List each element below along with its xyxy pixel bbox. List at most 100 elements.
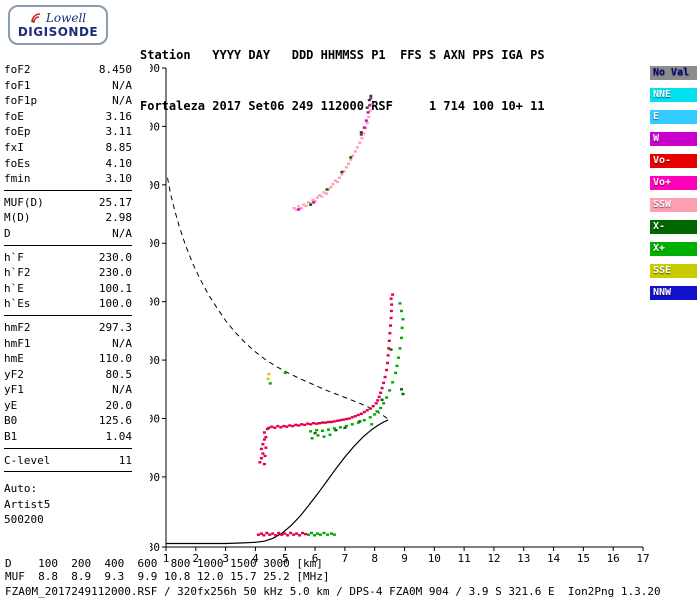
digisonde-logo: Lowell DIGISONDE [8, 5, 108, 45]
y-tick-label: 80 [150, 541, 160, 554]
param-label: B1 [4, 430, 18, 444]
y-tick-label: 400 [150, 354, 160, 367]
param-label: fmin [4, 172, 31, 186]
legend-item-vo: Vo+ [650, 176, 697, 190]
param-value: N/A [112, 226, 132, 240]
trace-second-hop-x-echoes [309, 94, 373, 206]
profile-dashed-line [167, 177, 389, 421]
param-row-ye: yE 20.0 [4, 398, 132, 414]
param-label: Auto: [4, 482, 38, 496]
param-row-h-f2: h`F2 230.0 [4, 265, 132, 281]
param-row-h-f: h`F 230.0 [4, 250, 132, 266]
param-value: 110.0 [98, 352, 132, 366]
trace-f2-oblique-echoes [313, 348, 405, 435]
param-label: 500200 [4, 513, 44, 527]
param-row-muf-d: MUF(D) 25.17 [4, 195, 132, 211]
param-value: 100.1 [98, 281, 132, 295]
y-tick-label: 200 [150, 471, 160, 484]
x-tick-label: 8 [371, 552, 378, 565]
param-group-3: hmF2 297.3 hmF1 N/A hmE 110.0 yF2 80.5 yF1 N/A yE 2… [4, 320, 132, 449]
param-row-b0: B0 125.6 [4, 413, 132, 429]
doppler-direction-legend: No Val NNE E W Vo- Vo+ SSW X- X+ SSE NNW [650, 66, 697, 308]
x-tick-label: 7 [342, 552, 349, 565]
param-row-fof2: foF2 8.450 [4, 62, 132, 78]
legend-item-w: W [650, 132, 697, 146]
legend-item-ssw: SSW [650, 198, 697, 212]
param-group-1: MUF(D) 25.17 M(D) 2.98 D N/A [4, 195, 132, 246]
param-label: B0 [4, 414, 18, 428]
param-value: N/A [112, 383, 132, 397]
logo-lowell: Lowell [30, 11, 86, 25]
param-label: hmE [4, 352, 24, 366]
distance-scale-line: D 100 200 400 600 800 1000 1500 3000 [km… [5, 557, 323, 570]
param-value: 297.3 [98, 320, 132, 334]
param-value: 25.17 [98, 195, 132, 209]
y-tick-label: 500 [150, 296, 160, 309]
x-tick-label: 15 [577, 552, 590, 565]
y-tick-label: 300 [150, 412, 160, 425]
trace-second-hop-f-trace [292, 103, 373, 212]
param-label: foE [4, 109, 24, 123]
param-row-c-level: C-level 11 [4, 453, 132, 469]
param-label: foF1p [4, 94, 38, 108]
param-row-d: D N/A [4, 226, 132, 242]
param-value: N/A [112, 94, 132, 108]
legend-item-no-val: No Val [650, 66, 697, 80]
trace-es-trace-o-mode [256, 531, 307, 537]
param-label: yE [4, 398, 18, 412]
param-value: N/A [112, 78, 132, 92]
legend-item-x: X- [650, 220, 697, 234]
header-values-line: Fortaleza 2017 Set06 249 112000 RSF 1 71… [140, 99, 545, 113]
param-label: yF2 [4, 367, 24, 381]
param-label: Artist5 [4, 497, 51, 511]
header-columns-line: Station YYYY DAY DDD HHMMSS P1 FFS S AXN… [140, 48, 545, 62]
legend-item-nne: NNE [650, 88, 697, 102]
trace-f2-o-mode-trace [258, 293, 395, 466]
param-value: 1.04 [105, 430, 133, 444]
param-row-foe: foE 3.16 [4, 109, 132, 125]
trace-f2-x-mode-trace [309, 302, 405, 440]
file-info-line: FZA0M_2017249112000.RSF / 320fx256h 50 k… [5, 585, 661, 598]
param-row-foep: foEp 3.11 [4, 124, 132, 140]
param-group-2: h`F 230.0 h`F2 230.0 h`E 100.1 h`Es 100.0 [4, 250, 132, 316]
param-value: 2.98 [105, 211, 133, 225]
param-row-hmf1: hmF1 N/A [4, 336, 132, 352]
param-label: foF1 [4, 78, 31, 92]
x-tick-label: 5 [282, 552, 289, 565]
param-row-fof1: foF1 N/A [4, 78, 132, 94]
param-value: N/A [112, 336, 132, 350]
param-row-artist5: Artist5 [4, 497, 132, 513]
param-label: foEp [4, 125, 31, 139]
x-tick-label: 2 [193, 552, 200, 565]
param-group-0: foF2 8.450 foF1 N/A foF1p N/A foE 3.16 foEp 3.11 f… [4, 62, 132, 191]
trace-stray-sse-echoes [266, 372, 271, 380]
param-row-fof1p: foF1p N/A [4, 93, 132, 109]
param-label: foEs [4, 156, 31, 170]
param-value: 80.5 [105, 367, 133, 381]
param-value: 230.0 [98, 250, 132, 264]
signal-icon [31, 13, 40, 23]
param-value: 230.0 [98, 266, 132, 280]
legend-item-e: E [650, 110, 697, 124]
ionogram-plot: 1234567891011121314151617900800700600500… [150, 62, 650, 565]
x-tick-label: 3 [222, 552, 229, 565]
param-label: C-level [4, 453, 51, 467]
x-tick-label: 9 [401, 552, 408, 565]
x-tick-label: 1 [163, 552, 170, 565]
param-label: fxI [4, 140, 24, 154]
param-label: D [4, 226, 11, 240]
param-value: 3.11 [105, 125, 133, 139]
y-tick-label: 600 [150, 237, 160, 250]
x-tick-label: 17 [636, 552, 649, 565]
param-label: M(D) [4, 211, 31, 225]
param-value: 3.16 [105, 109, 133, 123]
param-row-h-e: h`E 100.1 [4, 281, 132, 297]
profile-solid-line [166, 419, 389, 545]
legend-item-x: X+ [650, 242, 697, 256]
param-label: hmF2 [4, 320, 31, 334]
x-tick-label: 13 [517, 552, 530, 565]
x-tick-label: 16 [607, 552, 620, 565]
param-value: 11 [118, 453, 132, 467]
param-row-yf2: yF2 80.5 [4, 367, 132, 383]
y-tick-label: 800 [150, 120, 160, 133]
